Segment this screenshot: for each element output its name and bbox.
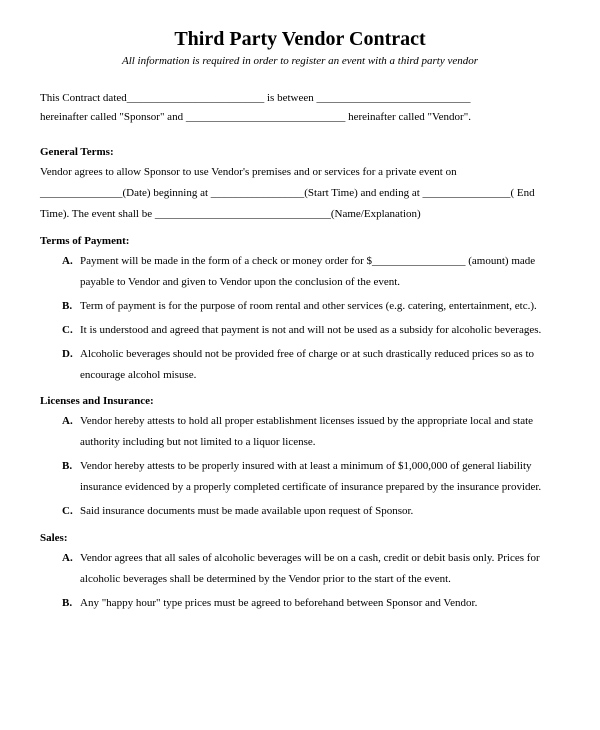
item-letter: B. — [62, 456, 80, 477]
list-item: B.Any "happy hour" type prices must be a… — [62, 593, 560, 614]
intro-line-1: This Contract dated_____________________… — [40, 92, 471, 104]
list-item: C.Said insurance documents must be made … — [62, 501, 560, 522]
item-text: It is understood and agreed that payment… — [80, 324, 541, 336]
item-letter: A. — [62, 411, 80, 432]
list-item: D.Alcoholic beverages should not be prov… — [62, 344, 560, 386]
item-text: Term of payment is for the purpose of ro… — [80, 300, 537, 312]
item-letter: B. — [62, 296, 80, 317]
payment-heading: Terms of Payment: — [40, 235, 560, 247]
document-subtitle: All information is required in order to … — [40, 55, 560, 67]
item-text: Alcoholic beverages should not be provid… — [80, 348, 534, 381]
item-text: Said insurance documents must be made av… — [80, 505, 413, 517]
item-letter: C. — [62, 501, 80, 522]
licenses-heading: Licenses and Insurance: — [40, 395, 560, 407]
list-item: B.Vendor hereby attests to be properly i… — [62, 456, 560, 498]
payment-list: A.Payment will be made in the form of a … — [40, 251, 560, 385]
list-item: A.Vendor hereby attests to hold all prop… — [62, 411, 560, 453]
item-text: Payment will be made in the form of a ch… — [80, 255, 535, 288]
item-letter: C. — [62, 320, 80, 341]
item-letter: A. — [62, 251, 80, 272]
list-item: C.It is understood and agreed that payme… — [62, 320, 560, 341]
intro-paragraph: This Contract dated_____________________… — [40, 89, 560, 126]
licenses-list: A.Vendor hereby attests to hold all prop… — [40, 411, 560, 521]
list-item: A.Vendor agrees that all sales of alcoho… — [62, 548, 560, 590]
document-title: Third Party Vendor Contract — [40, 28, 560, 51]
item-text: Vendor hereby attests to hold all proper… — [80, 415, 533, 448]
sales-list: A.Vendor agrees that all sales of alcoho… — [40, 548, 560, 614]
item-text: Any "happy hour" type prices must be agr… — [80, 597, 477, 609]
sales-heading: Sales: — [40, 532, 560, 544]
intro-line-2: hereinafter called "Sponsor" and _______… — [40, 111, 471, 123]
item-text: Vendor hereby attests to be properly ins… — [80, 460, 541, 493]
general-terms-body: Vendor agrees to allow Sponsor to use Ve… — [40, 162, 560, 225]
item-text: Vendor agrees that all sales of alcoholi… — [80, 552, 540, 585]
general-terms-heading: General Terms: — [40, 146, 560, 158]
item-letter: D. — [62, 344, 80, 365]
item-letter: B. — [62, 593, 80, 614]
list-item: B.Term of payment is for the purpose of … — [62, 296, 560, 317]
list-item: A.Payment will be made in the form of a … — [62, 251, 560, 293]
item-letter: A. — [62, 548, 80, 569]
